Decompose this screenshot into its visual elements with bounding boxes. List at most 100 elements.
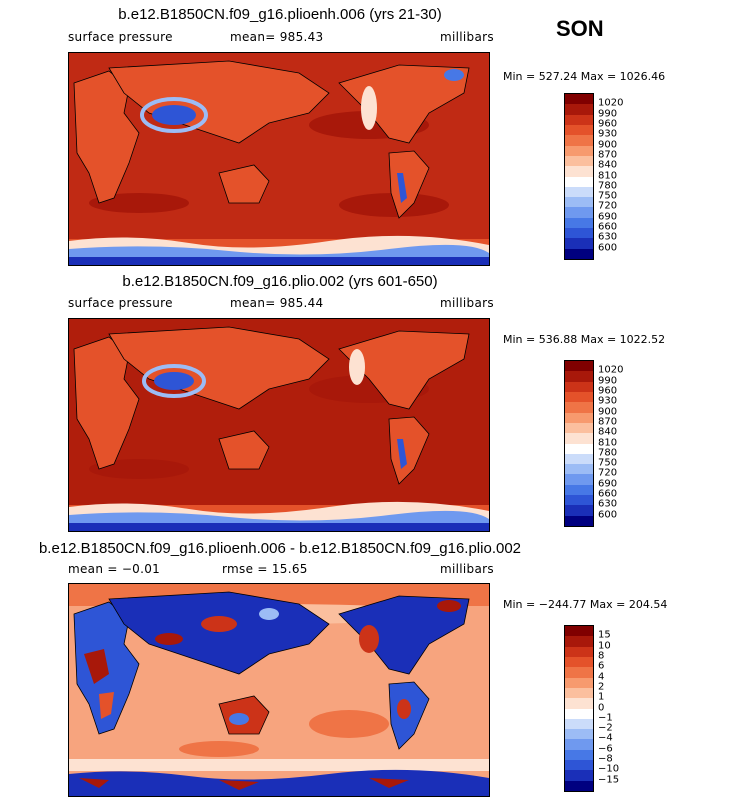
colorbar-swatch xyxy=(565,124,593,136)
panel-3-map-graphic xyxy=(69,584,489,796)
colorbar-swatch xyxy=(565,453,593,465)
colorbar-tick-label: 990 xyxy=(598,108,618,120)
colorbar-swatch xyxy=(565,155,593,167)
colorbar-swatch xyxy=(565,104,593,115)
colorbar-swatch xyxy=(565,677,593,688)
colorbar-swatch xyxy=(565,708,593,719)
panel-1-colorbar xyxy=(564,93,594,260)
colorbar-tick-label: 780 xyxy=(598,447,618,459)
colorbar-swatch xyxy=(565,422,593,434)
colorbar-swatch xyxy=(565,371,593,382)
colorbar-tick-label: −10 xyxy=(598,763,620,775)
colorbar-swatch xyxy=(565,391,593,403)
colorbar-tick-label: 960 xyxy=(598,385,618,397)
colorbar-swatch xyxy=(565,729,593,740)
colorbar-swatch xyxy=(565,760,593,771)
colorbar-swatch xyxy=(565,515,593,526)
panel-2-colorbar-labels: 1020 990 960 930 900 870 840 810 780 750 720 690 660… xyxy=(598,360,648,525)
colorbar-tick-label: 660 xyxy=(598,221,618,233)
colorbar-tick-label: 10 xyxy=(598,640,611,652)
colorbar-tick-label: 930 xyxy=(598,128,618,140)
panel-2-map xyxy=(68,318,490,532)
colorbar-swatch xyxy=(565,176,593,187)
colorbar-swatch xyxy=(565,166,593,177)
panel-1-map-graphic xyxy=(69,53,489,265)
panel-3-map xyxy=(68,583,490,797)
panel-2-mean-label: mean= 985.44 xyxy=(230,296,324,310)
colorbar-swatch xyxy=(565,94,593,105)
colorbar-tick-label: 1 xyxy=(598,691,605,703)
colorbar-swatch xyxy=(565,698,593,709)
colorbar-tick-label: 780 xyxy=(598,180,618,192)
colorbar-swatch xyxy=(565,186,593,198)
colorbar-tick-label: −8 xyxy=(598,753,613,765)
colorbar-tick-label: 720 xyxy=(598,467,618,479)
colorbar-tick-label: 810 xyxy=(598,170,618,181)
colorbar-swatch xyxy=(565,238,593,249)
colorbar-swatch xyxy=(565,381,593,392)
colorbar-tick-label: 660 xyxy=(598,488,618,500)
colorbar-swatch xyxy=(565,718,593,730)
colorbar-swatch xyxy=(565,361,593,372)
colorbar-swatch xyxy=(565,687,593,699)
colorbar-swatch xyxy=(565,739,593,750)
colorbar-tick-label: 0 xyxy=(598,702,605,713)
colorbar-tick-label: 630 xyxy=(598,498,618,510)
panel-1-min-max: Min = 527.24 Max = 1026.46 xyxy=(503,70,666,83)
panel-1-units-label: millibars xyxy=(440,30,494,44)
panel-3-rmse-label: rmse = 15.65 xyxy=(222,562,308,576)
colorbar-swatch xyxy=(565,770,593,781)
colorbar-swatch xyxy=(565,464,593,475)
colorbar-tick-label: 600 xyxy=(598,242,618,254)
colorbar-tick-label: 840 xyxy=(598,159,618,171)
colorbar-swatch xyxy=(565,474,593,485)
colorbar-tick-label: 8 xyxy=(598,650,605,662)
colorbar-tick-label: −1 xyxy=(598,712,613,724)
colorbar-tick-label: −4 xyxy=(598,732,613,744)
colorbar-swatch xyxy=(565,197,593,208)
colorbar-tick-label: 1020 xyxy=(598,97,624,109)
colorbar-swatch xyxy=(565,114,593,125)
panel-2-title: b.e12.B1850CN.f09_g16.plio.002 (yrs 601-… xyxy=(122,273,438,290)
colorbar-swatch xyxy=(565,484,593,496)
colorbar-swatch xyxy=(565,495,593,506)
panel-2-units-label: millibars xyxy=(440,296,494,310)
panel-3-title: b.e12.B1850CN.f09_g16.plioenh.006 - b.e1… xyxy=(38,540,522,557)
colorbar-tick-label: 840 xyxy=(598,426,618,438)
colorbar-swatch xyxy=(565,646,593,657)
colorbar-swatch xyxy=(565,443,593,454)
colorbar-tick-label: 4 xyxy=(598,671,605,683)
colorbar-tick-label: 690 xyxy=(598,478,618,490)
colorbar-tick-label: 810 xyxy=(598,437,618,448)
panel-3-mean-label: mean = −0.01 xyxy=(68,562,161,576)
season-label: SON xyxy=(556,16,604,41)
panel-2-map-graphic xyxy=(69,319,489,531)
colorbar-tick-label: 750 xyxy=(598,190,618,202)
colorbar-swatch xyxy=(565,749,593,761)
panel-1-variable-label: surface pressure xyxy=(68,30,173,44)
colorbar-swatch xyxy=(565,505,593,516)
panel-2-colorbar xyxy=(564,360,594,527)
colorbar-swatch xyxy=(565,412,593,423)
colorbar-tick-label: 870 xyxy=(598,149,618,161)
colorbar-swatch xyxy=(565,433,593,444)
panel-3-colorbar-labels: 15 10 8 6 4 2 1 0 −1 −2 −4 −6 −8 −10 −15 xyxy=(598,625,648,790)
colorbar-swatch xyxy=(565,667,593,678)
panel-1-title: b.e12.B1850CN.f09_g16.plioenh.006 (yrs 2… xyxy=(118,6,442,23)
colorbar-tick-label: 750 xyxy=(598,457,618,469)
colorbar-tick-label: −6 xyxy=(598,743,613,755)
colorbar-tick-label: 930 xyxy=(598,395,618,407)
colorbar-tick-label: 6 xyxy=(598,660,605,672)
colorbar-tick-label: 900 xyxy=(598,406,618,418)
colorbar-tick-label: 2 xyxy=(598,681,605,693)
colorbar-swatch xyxy=(565,228,593,239)
colorbar-tick-label: 690 xyxy=(598,211,618,223)
colorbar-swatch xyxy=(565,207,593,218)
panel-1-map xyxy=(68,52,490,266)
colorbar-swatch xyxy=(565,780,593,791)
panel-1-mean-label: mean= 985.43 xyxy=(230,30,324,44)
colorbar-swatch xyxy=(565,626,593,637)
panel-2-min-max: Min = 536.88 Max = 1022.52 xyxy=(503,333,666,346)
colorbar-swatch xyxy=(565,636,593,647)
panel-3-min-max: Min = −244.77 Max = 204.54 xyxy=(503,598,668,611)
